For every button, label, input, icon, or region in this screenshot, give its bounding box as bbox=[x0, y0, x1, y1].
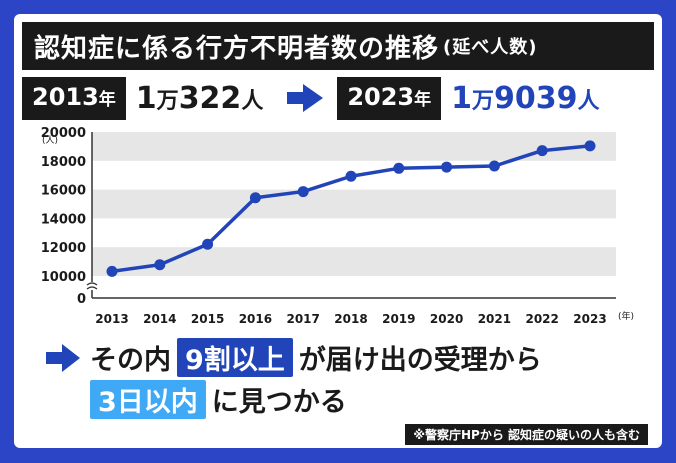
x-tick-label: 2020 bbox=[430, 312, 463, 326]
data-point bbox=[584, 140, 596, 152]
data-point bbox=[249, 192, 261, 204]
x-tick-label: 2023 bbox=[573, 312, 606, 326]
data-point bbox=[536, 145, 548, 157]
y-tick-label: 10000 bbox=[41, 270, 86, 285]
x-tick-label: 2018 bbox=[334, 312, 367, 326]
summary-row: 2013年 1万322人 2023年 1万9039人 bbox=[22, 76, 600, 120]
start-year-tag: 2013年 bbox=[22, 76, 126, 120]
data-point bbox=[345, 170, 357, 182]
line-chart: 0 10000 12000 14000 16000 18000 20000(人) (年) 201… bbox=[41, 126, 634, 326]
y-tick-label: 14000 bbox=[41, 212, 86, 227]
x-tick-label: 2022 bbox=[525, 312, 558, 326]
end-year-tag: 2023年 bbox=[337, 76, 442, 120]
grid-band bbox=[92, 189, 616, 219]
arrow-right-icon bbox=[287, 84, 324, 112]
y-tick-label: 0 bbox=[77, 292, 86, 307]
grid-band bbox=[92, 247, 616, 276]
callout-highlight-2: 3日以内 bbox=[90, 380, 206, 419]
data-point bbox=[441, 161, 453, 173]
title-bar: 認知症に係る行方不明者数の推移 (延べ人数) bbox=[22, 22, 654, 70]
callout-post: が届け出の受理から bbox=[298, 345, 542, 376]
x-tick-label: 2013 bbox=[95, 312, 128, 326]
y-tick-label: 12000 bbox=[41, 241, 86, 256]
y-tick-label: 18000 bbox=[41, 155, 86, 170]
data-point bbox=[106, 265, 118, 277]
page-title: 認知症に係る行方不明者数の推移 bbox=[34, 33, 440, 64]
x-tick-label: 2014 bbox=[143, 312, 176, 326]
data-point bbox=[154, 259, 166, 271]
x-tick-label: 2017 bbox=[286, 312, 319, 326]
x-tick-label: 2015 bbox=[191, 312, 224, 326]
x-tick-label: 2019 bbox=[382, 312, 415, 326]
start-count: 1万322人 bbox=[135, 80, 264, 116]
y-tick-label: 20000 bbox=[41, 126, 86, 141]
data-point bbox=[297, 186, 309, 198]
data-point bbox=[393, 162, 405, 174]
callout-highlight-1: 9割以上 bbox=[177, 338, 293, 377]
grid-band bbox=[92, 132, 616, 161]
y-unit-label: (人) bbox=[42, 135, 58, 146]
arrow-right-icon bbox=[46, 343, 80, 372]
data-point bbox=[202, 238, 214, 250]
source-note: ※警察庁HPから 認知症の疑いの人も含む bbox=[405, 424, 648, 445]
page-title-sub: (延べ人数) bbox=[443, 37, 538, 58]
callout-post-2: に見つかる bbox=[211, 387, 347, 418]
callout-line-1: その内 9割以上 が届け出の受理から bbox=[40, 338, 542, 377]
axis-break-icon bbox=[86, 282, 98, 290]
callout-pre: その内 bbox=[90, 345, 171, 376]
x-tick-label: 2016 bbox=[239, 312, 272, 326]
end-count: 1万9039人 bbox=[451, 80, 600, 116]
x-tick-label: 2021 bbox=[478, 312, 511, 326]
x-unit-label: (年) bbox=[618, 310, 634, 322]
data-point bbox=[488, 160, 500, 172]
callout-line-2: 3日以内 に見つかる bbox=[90, 380, 347, 419]
y-tick-label: 16000 bbox=[41, 184, 86, 199]
